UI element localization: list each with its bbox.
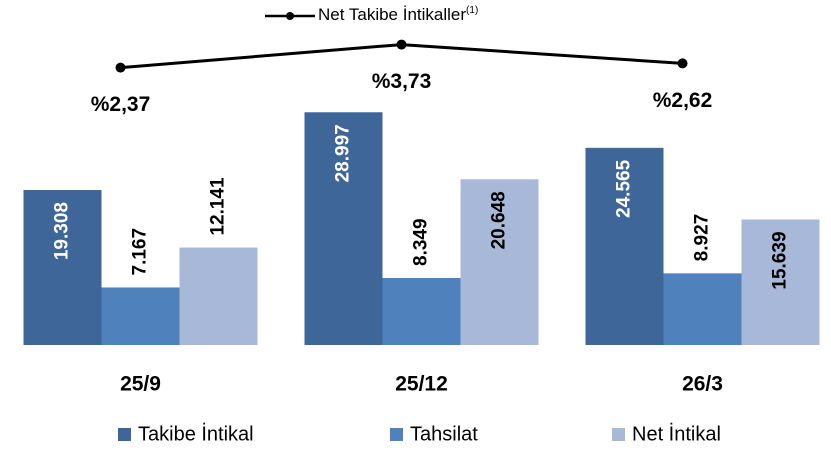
- bar: [585, 147, 664, 345]
- data-label: 7.167: [130, 228, 151, 276]
- x-tick-label: 26/3: [682, 373, 723, 396]
- legend-label: Net Takibe İntikaller(1): [318, 5, 478, 25]
- line-marker: [677, 58, 688, 69]
- line-marker: [115, 62, 126, 73]
- legend-swatch: [118, 428, 131, 441]
- bar: [179, 247, 258, 345]
- data-label: 12.141: [208, 177, 229, 236]
- data-label: 20.648: [489, 191, 510, 249]
- legend-text: Net Takibe İntikaller: [318, 5, 466, 24]
- bar: [304, 112, 383, 345]
- bar: [101, 287, 180, 345]
- data-label: 8.927: [692, 214, 713, 262]
- legend-note: (1): [466, 5, 478, 16]
- x-tick-label: 25/12: [395, 373, 448, 396]
- legend-swatch: [390, 428, 403, 441]
- legend-label: Tahsilat: [410, 423, 478, 445]
- data-label: 15.639: [770, 231, 791, 289]
- bar: [741, 219, 820, 345]
- data-label: %2,62: [653, 89, 713, 112]
- x-tick-label: 25/9: [120, 373, 161, 396]
- bar: [23, 190, 102, 345]
- data-label: 19.308: [52, 202, 73, 260]
- data-label: %3,73: [372, 70, 432, 93]
- legend-label: Net İntikal: [632, 422, 721, 445]
- bar: [382, 277, 461, 345]
- data-label: 8.349: [411, 218, 432, 266]
- data-label: 28.997: [333, 124, 354, 182]
- legend-label: Takibe İntikal: [138, 422, 254, 445]
- line-marker: [396, 39, 407, 50]
- legend-marker: [286, 12, 294, 20]
- data-label: %2,37: [91, 93, 151, 116]
- legend-swatch: [612, 428, 625, 441]
- data-label: 24.565: [614, 159, 635, 218]
- bar: [460, 179, 539, 345]
- bar: [663, 273, 742, 345]
